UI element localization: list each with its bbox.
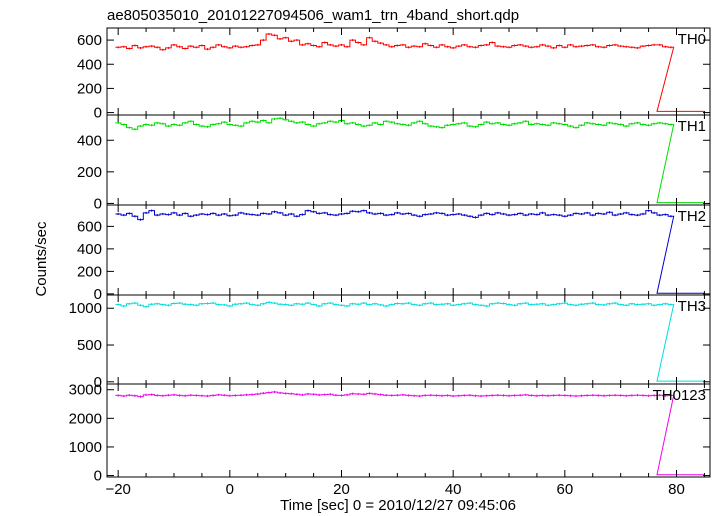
x-tick-label: −20 — [105, 481, 130, 498]
y-tick-label: 400 — [77, 132, 102, 149]
y-axis-label: Counts/sec — [33, 221, 50, 297]
series-line — [115, 301, 705, 382]
y-tick-label: 500 — [77, 337, 102, 354]
x-tick-label: 60 — [556, 481, 573, 498]
x-tick-label: 20 — [333, 481, 350, 498]
y-tick-label: 3000 — [69, 382, 102, 399]
series-line — [115, 210, 705, 294]
panel-label: TH2 — [678, 208, 706, 225]
panel-label: TH3 — [678, 298, 706, 315]
x-tick-label: 0 — [226, 481, 234, 498]
y-tick-label: 200 — [77, 263, 102, 280]
y-tick-label: 0 — [94, 468, 102, 485]
y-tick-label: 1000 — [69, 300, 102, 317]
panel-label: TH0 — [678, 31, 706, 48]
panel-frame — [106, 204, 711, 296]
x-tick-label: 80 — [668, 481, 685, 498]
chart-title: ae805035010_20101227094506_wam1_trn_4ban… — [107, 7, 519, 24]
y-tick-label: 1000 — [69, 439, 102, 456]
panel-th0: 0 200 400 600 TH0 — [77, 27, 711, 122]
panel-frame — [106, 294, 711, 385]
panel-frame — [106, 27, 711, 116]
series-line — [115, 33, 705, 112]
y-tick-label: 400 — [77, 241, 102, 258]
x-axis: −20 0 20 40 60 80 — [105, 28, 705, 498]
y-tick-label: 2000 — [69, 410, 102, 427]
y-tick-label: 600 — [77, 218, 102, 235]
y-tick-label: 0 — [94, 374, 102, 391]
y-tick-label: 400 — [77, 56, 102, 73]
panel-frame — [106, 383, 711, 478]
y-tick-label: 0 — [94, 286, 102, 303]
panel-frame — [106, 114, 711, 206]
series-line — [115, 117, 705, 204]
panel-th3: 0 500 1000 TH3 — [69, 294, 711, 391]
panel-th1: 0 200 400 TH1 — [77, 114, 711, 212]
panel-label: TH0123 — [653, 387, 706, 404]
y-tick-label: 200 — [77, 164, 102, 181]
y-tick-label: 600 — [77, 32, 102, 49]
x-tick-label: 40 — [445, 481, 462, 498]
panel-th2: 0 200 400 600 TH2 — [77, 204, 711, 303]
panel-th0123: 0 1000 2000 3000 TH0123 — [69, 382, 711, 485]
y-tick-label: 200 — [77, 80, 102, 97]
y-tick-label: 0 — [94, 105, 102, 122]
panel-label: TH1 — [678, 118, 706, 135]
x-axis-label: Time [sec] 0 = 2010/12/27 09:45:06 — [280, 497, 516, 514]
chart-panels: 0 200 400 600 TH0 0 200 400 TH1 0 200 400 600 TH2 0 500… — [69, 27, 711, 485]
y-tick-label: 0 — [94, 195, 102, 212]
series-line — [115, 391, 705, 476]
